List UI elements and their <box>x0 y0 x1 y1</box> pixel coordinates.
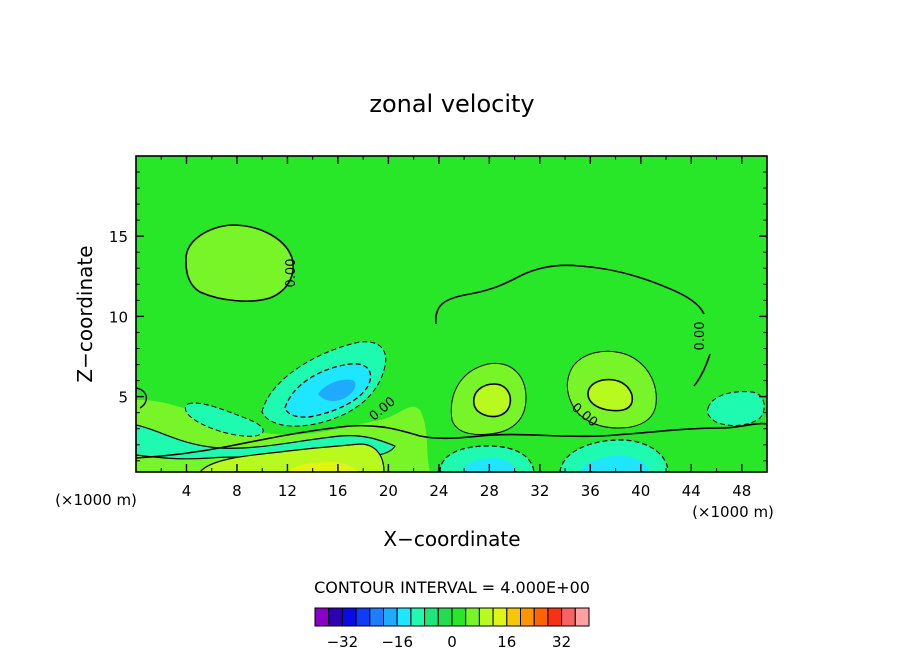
colorbar-swatch <box>506 607 521 627</box>
x-tick-label: 48 <box>732 482 751 500</box>
colorbar-swatch <box>465 607 480 627</box>
x-unit-left: (×1000 m) <box>55 491 137 509</box>
contour-label: 0.00 <box>284 259 299 288</box>
zero-contour-left-edge <box>136 387 147 409</box>
contour-label: 0.00 <box>693 322 708 351</box>
colorbar-swatch <box>547 607 563 627</box>
x-tick-label: 12 <box>278 482 297 500</box>
negative-region-left-core <box>318 379 356 401</box>
colorbar <box>314 607 590 627</box>
colorbar-tick-label: −32 <box>327 633 359 651</box>
colorbar-swatch <box>520 607 535 627</box>
x-tick-label: 24 <box>429 482 448 500</box>
x-tick-label: 44 <box>682 482 701 500</box>
zero-contour-right-tail <box>693 353 711 387</box>
colorbar-tick-label: 16 <box>497 633 516 651</box>
x-tick-label: 8 <box>232 482 242 500</box>
contour-interval-label: CONTOUR INTERVAL = 4.000E+00 <box>314 578 590 597</box>
x-tick-label: 4 <box>182 482 192 500</box>
zero-contour-bottom <box>136 422 767 459</box>
positive-region-upper-left <box>185 224 294 302</box>
colorbar-swatch <box>561 607 576 627</box>
positive-region-right-core <box>587 378 634 412</box>
colorbar-swatch <box>533 607 549 627</box>
x-tick-label: 32 <box>530 482 549 500</box>
colorbar-swatch <box>369 607 384 627</box>
colorbar-swatch <box>328 607 343 627</box>
colorbar-tick-label: −16 <box>381 633 413 651</box>
negative-region-bottom-right-core <box>580 456 650 472</box>
x-axis-label: X−coordinate <box>383 527 520 551</box>
chart-title: zonal velocity <box>369 90 534 118</box>
colorbar-swatch <box>437 607 453 627</box>
colorbar-swatch <box>383 607 398 627</box>
x-axis: 4 8 12 16 20 24 28 32 36 40 44 48 <box>160 156 751 500</box>
colorbar-swatch <box>410 607 426 627</box>
plot-frame <box>135 155 768 473</box>
x-tick-label: 28 <box>480 482 499 500</box>
negative-region-left-edge <box>184 402 264 437</box>
colorbar-swatch <box>492 607 508 627</box>
colorbar-swatch <box>424 607 439 627</box>
lower-band-strong <box>288 462 358 472</box>
colorbar-swatch <box>451 607 467 627</box>
colorbar-swatch <box>574 607 590 627</box>
colorbar-swatch <box>341 607 357 627</box>
positive-region-center-core <box>472 383 512 418</box>
colorbar-tick-label: 0 <box>447 633 457 651</box>
y-axis: 5 10 15 <box>109 171 767 462</box>
y-axis-label: Z−coordinate <box>73 245 97 382</box>
y-tick-label: 15 <box>109 228 128 246</box>
colorbar-swatch <box>478 607 494 627</box>
x-tick-label: 40 <box>631 482 650 500</box>
x-tick-label: 16 <box>328 482 347 500</box>
x-tick-label: 36 <box>581 482 600 500</box>
zero-contour-large <box>435 264 705 325</box>
colorbar-swatch <box>396 607 412 627</box>
colorbar-swatch <box>355 607 371 627</box>
plot-area: 0.00 0.00 0.00 0.00 <box>136 156 767 472</box>
negative-region-right-edge <box>707 391 765 426</box>
y-tick-label: 10 <box>109 308 128 326</box>
x-unit-right: (×1000 m) <box>692 503 774 521</box>
colorbar-swatch <box>314 607 330 627</box>
x-tick-label: 20 <box>379 482 398 500</box>
colorbar-tick-label: 32 <box>552 633 571 651</box>
y-tick-label: 5 <box>118 389 128 407</box>
colorbar-ticks: −32 −16 0 16 32 <box>327 633 572 651</box>
